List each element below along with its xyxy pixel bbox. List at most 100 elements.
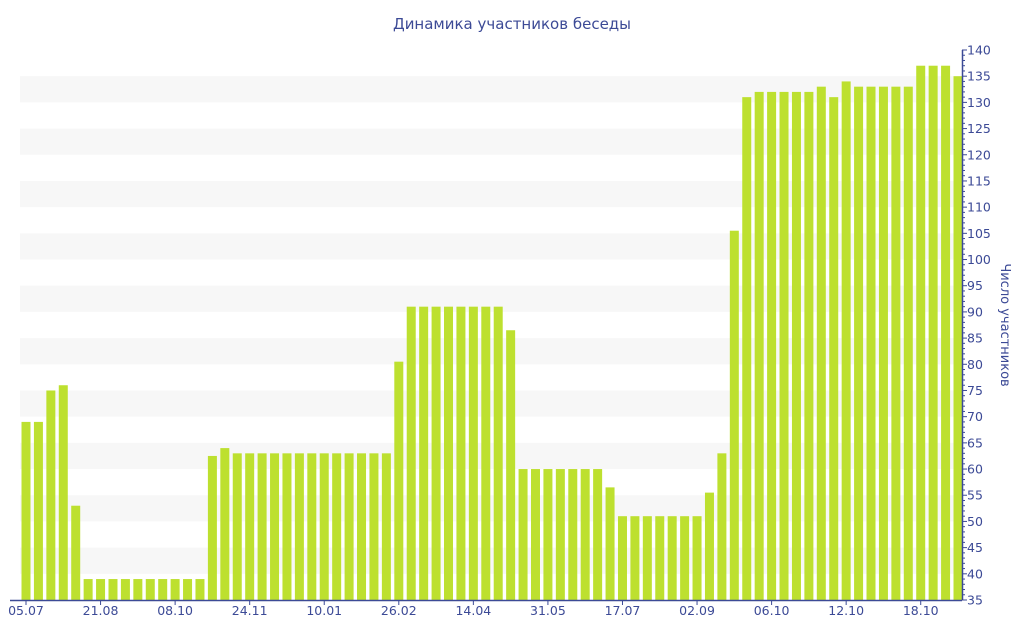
bar xyxy=(866,86,876,600)
bar xyxy=(232,453,242,600)
x-tick-label: 17.07 xyxy=(605,603,641,618)
bar xyxy=(518,469,528,600)
x-tick-label: 10.01 xyxy=(306,603,342,618)
bar xyxy=(568,469,578,600)
bar xyxy=(953,76,963,600)
bar xyxy=(431,306,441,600)
bar xyxy=(680,516,690,600)
bar xyxy=(419,306,429,600)
y-tick-label: 45 xyxy=(967,540,983,555)
y-tick-label: 105 xyxy=(967,226,991,241)
x-tick-label: 24.11 xyxy=(232,603,268,618)
bar xyxy=(655,516,665,600)
bar xyxy=(841,81,851,600)
y-tick-label: 115 xyxy=(967,173,991,188)
bar xyxy=(468,306,478,600)
chart-title: Динамика участников беседы xyxy=(393,15,631,33)
bar xyxy=(332,453,342,600)
bar xyxy=(916,65,926,600)
y-tick-label: 70 xyxy=(967,409,983,424)
y-tick-label: 130 xyxy=(967,95,991,110)
x-tick-label: 12.10 xyxy=(828,603,864,618)
bar xyxy=(754,91,764,601)
bar xyxy=(120,579,130,600)
bar xyxy=(928,65,938,600)
bar xyxy=(158,579,168,600)
bar xyxy=(530,469,540,600)
bar xyxy=(381,453,391,600)
bar xyxy=(704,492,714,600)
bar xyxy=(344,453,354,600)
bar xyxy=(183,579,193,600)
x-tick-label: 14.04 xyxy=(455,603,491,618)
y-tick-label: 35 xyxy=(967,593,983,608)
bar xyxy=(357,453,367,600)
bar xyxy=(145,579,155,600)
bar xyxy=(829,97,839,601)
x-tick-label: 31.05 xyxy=(530,603,566,618)
bar xyxy=(220,448,230,600)
x-tick-label: 18.10 xyxy=(903,603,939,618)
x-tick-label: 26.02 xyxy=(381,603,417,618)
bar xyxy=(207,455,217,600)
bar xyxy=(444,306,454,600)
bar xyxy=(816,86,826,600)
y-tick-label: 125 xyxy=(967,121,991,136)
bar xyxy=(692,516,702,600)
y-tick-label: 120 xyxy=(967,147,991,162)
x-tick-label: 05.07 xyxy=(8,603,44,618)
bar xyxy=(941,65,951,600)
bar xyxy=(307,453,317,600)
y-tick-label: 110 xyxy=(967,200,991,215)
bar xyxy=(369,453,379,600)
bar xyxy=(779,91,789,601)
bar xyxy=(58,385,68,600)
x-tick-label: 08.10 xyxy=(157,603,193,618)
bar xyxy=(195,579,205,600)
bar xyxy=(593,469,603,600)
bar xyxy=(257,453,267,600)
bar xyxy=(804,91,814,601)
bar xyxy=(642,516,652,600)
bar xyxy=(903,86,913,600)
bar xyxy=(667,516,677,600)
y-tick-label: 100 xyxy=(967,252,991,267)
bar xyxy=(282,453,292,600)
bar xyxy=(580,469,590,600)
bar xyxy=(506,330,516,600)
x-tick-label: 06.10 xyxy=(754,603,790,618)
bar xyxy=(170,579,180,600)
y-tick-label: 80 xyxy=(967,357,983,372)
bar xyxy=(96,579,106,600)
y-tick-label: 65 xyxy=(967,435,983,450)
bar xyxy=(891,86,901,600)
y-axis-label: Число участников xyxy=(997,263,1012,386)
y-tick-label: 90 xyxy=(967,304,983,319)
bar xyxy=(543,469,553,600)
bar xyxy=(878,86,888,600)
bar xyxy=(46,390,56,600)
y-tick-label: 85 xyxy=(967,331,983,346)
bar xyxy=(481,306,491,600)
x-tick-label: 21.08 xyxy=(83,603,119,618)
bar xyxy=(729,230,739,600)
bar xyxy=(108,579,118,600)
bar xyxy=(555,469,565,600)
bar xyxy=(394,361,404,600)
y-tick-label: 60 xyxy=(967,462,983,477)
bar xyxy=(133,579,143,600)
y-tick-label: 40 xyxy=(967,566,983,581)
bar xyxy=(617,516,627,600)
bar xyxy=(742,97,752,601)
bar xyxy=(83,579,93,600)
y-tick-label: 75 xyxy=(967,383,983,398)
bar xyxy=(493,306,503,600)
y-tick-label: 55 xyxy=(967,488,983,503)
x-tick-label: 02.09 xyxy=(679,603,715,618)
bar xyxy=(294,453,304,600)
bar xyxy=(854,86,864,600)
bar xyxy=(605,487,615,600)
y-tick-label: 50 xyxy=(967,514,983,529)
